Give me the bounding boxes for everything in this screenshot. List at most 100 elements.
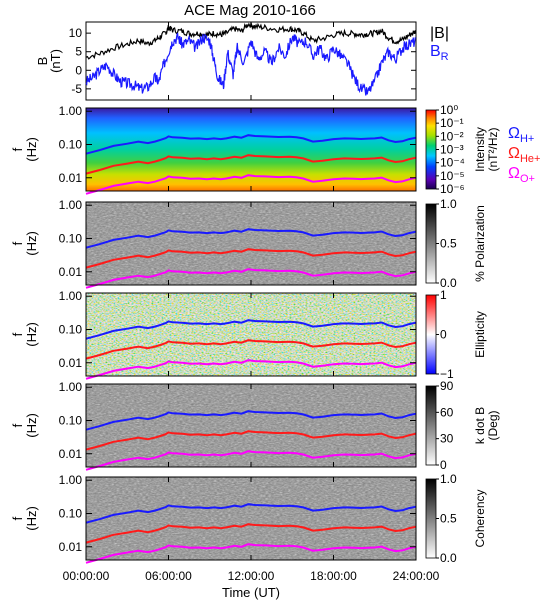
legend-omega-heplus: ΩHe+ [508,145,540,165]
kdotb-panel: 1.00 0.10 0.01 f (Hz) 90 60 30 0 k dot B (Deg) [10,379,500,472]
polarization-spectrogram [86,202,416,285]
polarization-ytick-label: 0.01 [59,265,83,279]
coherency-ytick-label: 1.00 [59,473,83,487]
polarization-colorbar-label: % Polarization [473,205,487,282]
field-ytick-label: 0 [75,63,82,77]
ellipticity-colorbar-title: Ellipticity [473,311,487,358]
coherency-cyclotron-heplus-line [85,523,417,544]
ellipticity-colorbar-tick-label: −1 [440,367,454,381]
x-axis-label: Time (UT) [222,585,280,600]
coherency-cyclotron-hplus-line [85,503,417,524]
polarization-cyclotron-oplus-line [85,268,417,289]
kdotb-y-label: f (Hz) [10,413,39,438]
kdotb-y-label-unit: (Hz) [24,413,39,438]
polarization-y-label-f: f [10,241,25,245]
legend-btotal: |B| [430,25,449,42]
polarization-ytick-label: 1.00 [59,198,83,212]
legend-br-sub: R [441,51,449,63]
ellipticity-colorbar-tick-label: 0 [440,328,447,342]
coherency-spectrogram [86,477,416,560]
kdotb-colorbar-label: k dot B (Deg) [473,407,500,444]
coherency-y-label-f: f [10,516,25,520]
intensity-ytick-label: 1.00 [59,104,83,118]
kdotb-colorbar-title: k dot B [473,407,487,444]
time-tick-label: 18:00:00 [310,569,357,583]
ellipticity-ytick-label: 0.10 [59,322,83,336]
kdotb-colorbar-tick-label: 60 [440,405,454,419]
intensity-spectrogram [86,108,416,191]
kdotb-colorbar-unit: (Deg) [486,410,500,440]
polarization-y-label: f (Hz) [10,231,39,256]
field-ytick-label: -5 [71,82,82,96]
coherency-ytick-label: 0.10 [59,506,83,520]
ellipticity-colorbar-label: Ellipticity [473,311,487,358]
kdotb-spectrogram [86,384,416,467]
ellipticity-colorbar-tick-label: 1 [440,288,447,302]
polarization-cyclotron-heplus-line [85,248,417,269]
kdotb-cyclotron-hplus-line [85,410,417,431]
intensity-panel: 1.00 0.10 0.01 f (Hz) 10⁰10⁻¹10⁻²10⁻³10⁻⁴10⁻⁵… [10,103,540,196]
time-tick-label: 24:00:00 [393,569,440,583]
br-series-line [85,32,416,96]
legend-omega-sub: He+ [520,153,541,165]
legend-omega-oplus: ΩO+ [508,165,535,185]
field-ytick-label: 10 [69,26,83,40]
intensity-colorbar-tick-label: 10⁻³ [440,143,464,157]
intensity-colorbar-tick-label: 10⁻¹ [440,116,464,130]
coherency-colorbar [425,478,437,559]
figure-title: ACE Mag 2010-166 [184,2,316,19]
intensity-y-label-f: f [10,147,25,151]
coherency-ytick-label: 0.01 [59,540,83,554]
field-ytick-label: 5 [75,45,82,59]
ellipticity-panel: 1.00 0.10 0.01 f (Hz) 1 0 −1 Ellipticity [10,288,487,381]
polarization-cyclotron-hplus-line [85,228,417,249]
kdotb-colorbar-tick-label: 30 [440,432,454,446]
ellipticity-ytick-label: 0.01 [59,356,83,370]
polarization-ytick-label: 0.10 [59,231,83,245]
intensity-colorbar [425,109,437,190]
polarization-colorbar [425,203,437,284]
polarization-colorbar-tick-label: 0.0 [440,276,457,290]
legend-omega-sub: O+ [520,173,535,185]
kdotb-y-label-f: f [10,423,25,427]
kdotb-cyclotron-oplus-line [85,450,417,471]
legend-omega-hplus: ΩH+ [508,125,534,145]
coherency-colorbar-tick-label: 0.0 [440,551,457,565]
ellipticity-cyclotron-heplus-line [85,339,417,360]
ellipticity-cyclotron-hplus-line [85,319,417,340]
coherency-colorbar-label: Coherency [473,489,487,547]
time-tick-label: 00:00:00 [63,569,110,583]
polarization-y-label-unit: (Hz) [24,231,39,256]
coherency-colorbar-tick-label: 1.0 [440,472,457,486]
coherency-cyclotron-oplus-line [85,543,417,564]
intensity-colorbar-tick-label: 10⁻⁶ [440,182,465,196]
intensity-cyclotron-oplus-line [85,174,417,195]
coherency-panel: 1.00 0.10 0.01 f (Hz) 1.0 0.5 0.0 Coherency [10,472,487,565]
intensity-y-label: f (Hz) [10,137,39,162]
polarization-colorbar-title: % Polarization [473,205,487,282]
intensity-colorbar-label: Intensity (nT²/Hz) [473,127,500,172]
coherency-colorbar-tick-label: 0.5 [440,512,457,526]
intensity-cyclotron-heplus-line [85,154,417,175]
kdotb-colorbar-tick-label: 0 [440,458,447,472]
coherency-y-label: f (Hz) [10,506,39,531]
ellipticity-spectrogram [86,293,416,376]
ellipticity-y-label-f: f [10,332,25,336]
ellipticity-y-label-unit: (Hz) [24,322,39,347]
legend-omega-symbol: Ω [508,165,520,182]
btotal-series-line [85,22,416,60]
legend-omega-symbol: Ω [508,145,520,162]
ellipticity-ytick-label: 1.00 [59,289,83,303]
ellipticity-cyclotron-oplus-line [85,359,417,380]
polarization-panel: 1.00 0.10 0.01 f (Hz) 1.0 0.5 0.0 % Polarization [10,197,487,290]
coherency-y-label-unit: (Hz) [24,506,39,531]
field-y-label-unit: (nT) [48,49,63,73]
legend-omega-symbol: Ω [508,125,520,142]
kdotb-colorbar [425,385,437,466]
legend-omega-sub: H+ [520,133,534,145]
legend-br: BR [430,43,449,63]
kdotb-ytick-label: 0.01 [59,447,83,461]
time-tick-label: 12:00:00 [228,569,275,583]
